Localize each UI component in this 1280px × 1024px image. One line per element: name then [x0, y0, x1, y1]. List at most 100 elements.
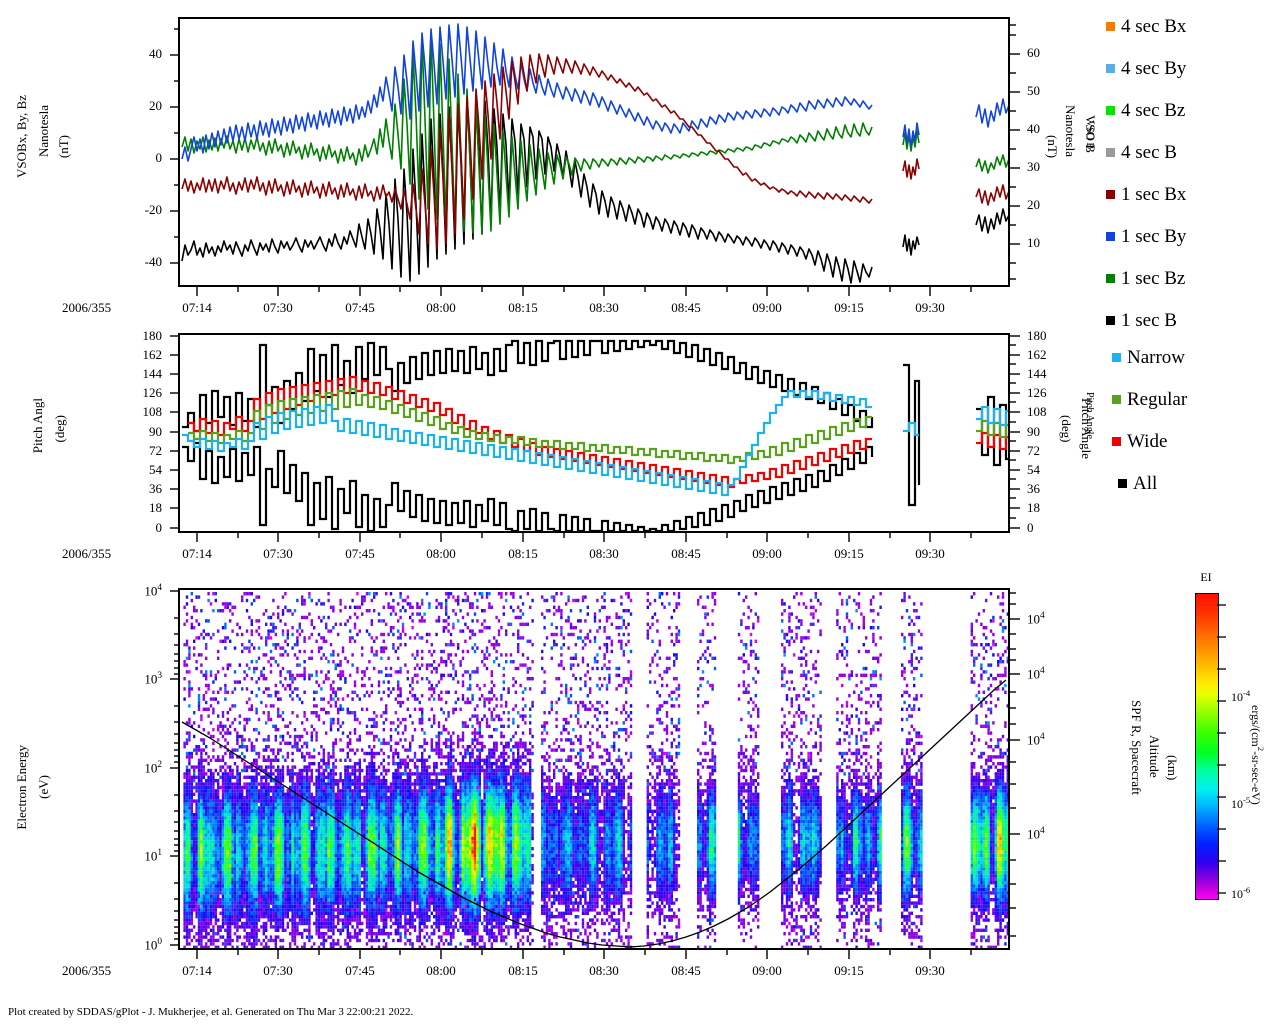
spectrogram-cell — [238, 881, 241, 885]
spectrogram-cell — [305, 802, 309, 807]
spectrogram-cell — [365, 775, 369, 779]
spectrogram-cell — [217, 877, 220, 881]
spectrogram-cell — [224, 762, 227, 766]
spectrogram-cell — [361, 683, 364, 688]
spectrogram-cell — [363, 809, 366, 813]
spectrogram-cell — [315, 840, 318, 844]
spectrogram-cell — [248, 806, 251, 810]
spectrogram-cell — [291, 915, 294, 919]
spectrogram-cell — [253, 925, 256, 929]
spectrogram-cell — [365, 782, 369, 786]
spectrogram-cell — [212, 942, 215, 946]
spectrogram-cell — [255, 758, 258, 762]
spectrogram-cell — [337, 653, 340, 657]
spectrogram-cell — [363, 758, 366, 762]
spectrogram-cell — [327, 711, 330, 715]
spectrogram-cell — [207, 874, 210, 878]
spectrogram-cell — [284, 622, 287, 626]
spectrogram-cell — [188, 806, 191, 810]
spectrogram-cell — [317, 901, 321, 905]
spectrogram-cell — [183, 884, 186, 888]
spectrogram-cell — [236, 908, 239, 912]
spectrogram-cell — [315, 768, 318, 773]
spectrogram-cell — [370, 921, 373, 926]
spectrogram-cell — [221, 796, 225, 800]
spectrogram-cell — [279, 945, 282, 948]
spectrogram-cell — [202, 826, 205, 830]
spectrogram-cell — [320, 911, 323, 915]
spectrogram-cell — [303, 884, 306, 888]
spectrogram-cell — [368, 809, 371, 813]
spectrogram-cell — [277, 874, 280, 878]
spectrogram-cell — [207, 816, 210, 820]
spectrogram-cell — [214, 809, 217, 813]
spectrogram-cell — [193, 935, 196, 939]
spectrogram-cell — [277, 901, 280, 905]
spectrogram-cell — [272, 626, 275, 630]
spectrogram-cell — [303, 741, 306, 745]
spectrogram-cell — [265, 884, 268, 888]
spectrogram-cell — [289, 840, 292, 844]
spectrogram-cell — [353, 731, 357, 735]
spectrogram-cell — [320, 884, 323, 888]
spectrogram-cell — [368, 860, 371, 864]
spectrogram-cell — [197, 942, 201, 946]
spectrogram-cell — [291, 847, 294, 851]
spectrogram-cell — [269, 847, 273, 851]
spectrogram-cell — [349, 806, 352, 810]
spectrogram-cell — [320, 697, 323, 701]
spectrogram-cell — [188, 918, 191, 922]
spectrogram-cell — [219, 928, 222, 932]
spectrogram-cell — [207, 847, 210, 851]
spectrogram-cell — [281, 850, 285, 854]
spectrogram-cell — [301, 806, 304, 810]
spectrogram-cell — [200, 653, 203, 657]
spectrogram-cell — [310, 945, 313, 948]
spectrogram-cell — [200, 904, 203, 909]
spectrogram-cell — [229, 928, 232, 932]
spectrogram-cell — [334, 806, 337, 810]
spectrogram-cell — [286, 867, 289, 871]
spectrogram-cell — [245, 592, 249, 596]
spectrogram-cell — [238, 847, 241, 851]
spectrogram-cell — [334, 847, 337, 851]
spectrogram-cell — [298, 932, 301, 936]
spectrogram-cell — [375, 653, 378, 657]
spectrogram-cell — [255, 796, 258, 800]
spectrogram-cell — [185, 792, 189, 796]
spectrogram-cell — [301, 816, 304, 820]
spectrogram-cell — [262, 785, 265, 790]
spectrogram-cell — [243, 925, 246, 929]
spectrogram-cell — [183, 660, 186, 664]
spectrogram-cell — [195, 813, 198, 817]
spectrogram-cell — [301, 904, 304, 909]
spectrogram-cell — [291, 792, 294, 796]
spectrogram-cell — [221, 806, 225, 810]
spectrogram-cell — [344, 813, 347, 817]
spectrogram-cell — [370, 898, 373, 902]
spectrogram-cell — [310, 772, 313, 776]
spectrogram-cell — [289, 673, 292, 677]
spectrogram-cell — [200, 853, 203, 858]
spectrogram-cell — [322, 813, 325, 817]
spectrogram-cell — [298, 789, 301, 793]
spectrogram-cell — [317, 789, 321, 793]
spectrogram-cell — [356, 850, 359, 854]
spectrogram-cell — [341, 925, 345, 929]
spectrogram-cell — [317, 646, 321, 650]
spectrogram-cell — [310, 935, 313, 939]
spectrogram-cell — [358, 768, 361, 773]
spectrogram-cell — [217, 714, 220, 718]
spectrogram-cell — [265, 816, 268, 820]
spectrogram-cell — [317, 925, 321, 929]
spectrogram-cell — [272, 796, 275, 800]
spectrogram-cell — [370, 785, 373, 790]
spectrogram-cell — [296, 789, 299, 793]
spectrogram-cell — [243, 942, 246, 946]
spectrogram-cell — [296, 748, 299, 752]
spectrogram-cell — [339, 772, 342, 776]
spectrogram-cell — [303, 677, 306, 681]
spectrogram-cell — [320, 881, 323, 885]
spectrogram-cell — [310, 775, 313, 779]
spectrogram-cell — [301, 860, 304, 864]
